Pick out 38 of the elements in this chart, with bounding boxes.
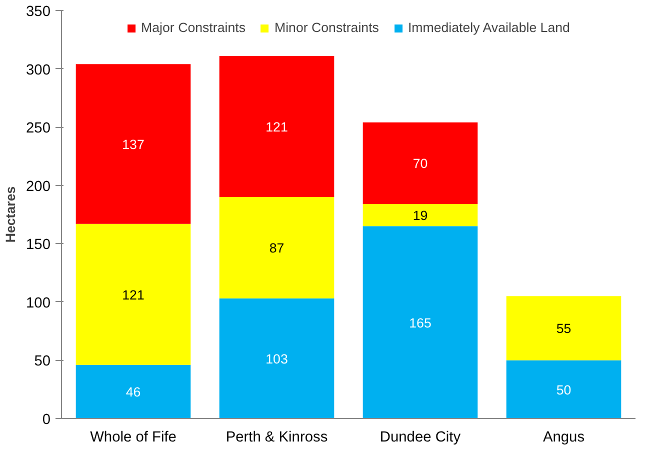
bar — [362, 204, 478, 226]
bar — [76, 364, 191, 418]
data-label: 103 — [266, 351, 288, 366]
bar — [506, 360, 622, 418]
y-tick-label: 0 — [42, 412, 51, 428]
y-tick-label: 300 — [26, 62, 51, 78]
data-label: 87 — [269, 240, 284, 256]
legend-label: Major Constraints — [141, 20, 246, 35]
y-tick-label: 150 — [26, 237, 51, 254]
y-tick-label: 250 — [26, 120, 51, 137]
legend-label: Immediately Available Land — [408, 20, 570, 35]
bar — [219, 298, 334, 418]
bar — [362, 226, 478, 418]
data-label: 121 — [122, 287, 144, 302]
bar — [506, 296, 622, 360]
data-label: 165 — [409, 315, 432, 330]
x-tick-label: Dundee City — [380, 430, 462, 446]
data-label: 137 — [122, 136, 144, 152]
y-axis-title: Hectares — [3, 186, 18, 243]
data-label: 19 — [412, 208, 428, 224]
data-label: 121 — [266, 119, 288, 134]
bar — [219, 197, 334, 298]
legend-label: Minor Constraints — [274, 20, 379, 35]
data-label: 55 — [556, 321, 572, 336]
y-tick-label: 200 — [26, 178, 51, 195]
data-label: 46 — [126, 384, 141, 400]
x-tick-label: Angus — [542, 430, 585, 446]
data-label: 70 — [412, 156, 428, 172]
y-tick-label: 100 — [26, 295, 51, 312]
bar — [362, 122, 478, 204]
bar — [76, 64, 191, 224]
bar — [76, 224, 191, 365]
x-tick-label: Perth & Kinross — [226, 430, 328, 446]
bar — [219, 56, 334, 198]
y-tick-label: 50 — [34, 354, 51, 370]
data-label: 50 — [556, 382, 572, 398]
y-tick-label: 350 — [26, 4, 51, 20]
x-tick-label: Whole of Fife — [90, 430, 176, 446]
